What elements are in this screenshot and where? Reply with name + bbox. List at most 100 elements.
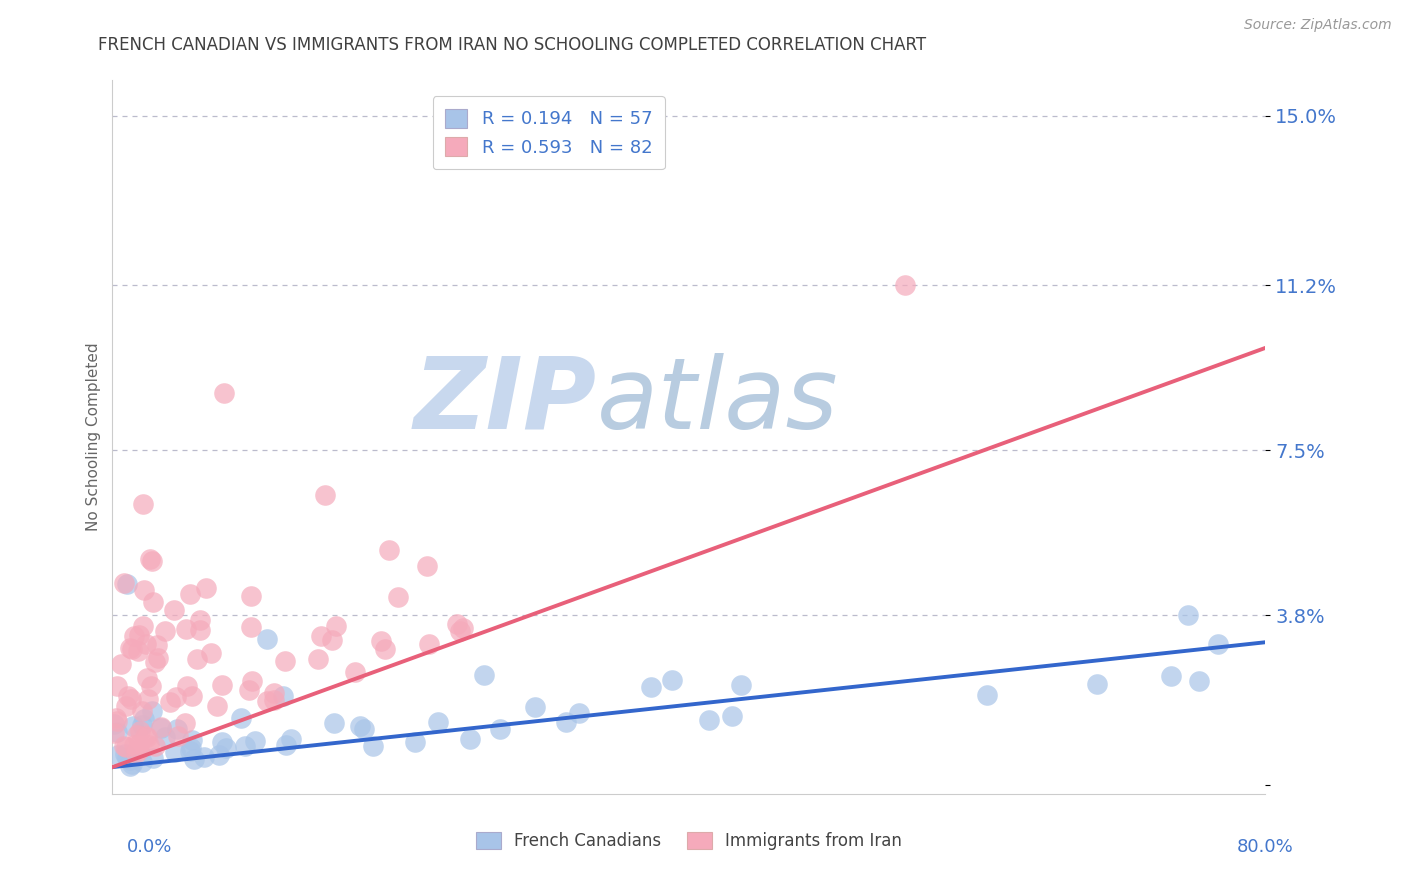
Point [179, 587, 201, 601]
Point [276, 738, 298, 752]
Point [309, 629, 332, 643]
Point [211, 734, 233, 748]
Point [239, 589, 262, 603]
Point [361, 739, 384, 753]
Point [141, 679, 163, 693]
Point [131, 718, 153, 732]
Point [1085, 677, 1108, 691]
Point [138, 739, 160, 753]
Point [121, 756, 143, 771]
Point [451, 621, 474, 635]
Point [215, 740, 238, 755]
Point [235, 739, 257, 753]
Point [697, 713, 720, 727]
Point [374, 642, 396, 657]
Text: 0.0%: 0.0% [127, 838, 172, 856]
Point [211, 677, 233, 691]
Point [118, 758, 141, 772]
Point [115, 577, 138, 591]
Legend: French Canadians, Immigrants from Iran: French Canadians, Immigrants from Iran [470, 825, 908, 857]
Point [1177, 608, 1199, 623]
Point [208, 747, 231, 762]
Point [159, 695, 181, 709]
Point [180, 740, 202, 755]
Point [148, 651, 170, 665]
Point [165, 690, 187, 705]
Point [370, 633, 392, 648]
Point [200, 646, 222, 660]
Point [274, 654, 297, 668]
Point [195, 582, 218, 596]
Point [105, 714, 128, 729]
Point [894, 278, 917, 293]
Point [134, 729, 156, 743]
Point [103, 716, 125, 731]
Point [229, 711, 252, 725]
Point [105, 711, 128, 725]
Point [132, 497, 155, 511]
Point [150, 721, 173, 735]
Point [555, 714, 578, 729]
Point [458, 731, 481, 746]
Point [112, 739, 135, 753]
Point [179, 743, 201, 757]
Point [115, 739, 138, 754]
Y-axis label: No Schooling Completed: No Schooling Completed [86, 343, 101, 532]
Point [418, 636, 440, 650]
Point [128, 743, 150, 757]
Point [183, 752, 205, 766]
Point [730, 678, 752, 692]
Point [640, 680, 662, 694]
Point [322, 715, 344, 730]
Point [240, 673, 263, 688]
Point [115, 750, 138, 764]
Point [128, 628, 150, 642]
Text: FRENCH CANADIAN VS IMMIGRANTS FROM IRAN NO SCHOOLING COMPLETED CORRELATION CHART: FRENCH CANADIAN VS IMMIGRANTS FROM IRAN … [98, 36, 927, 54]
Point [136, 691, 159, 706]
Point [263, 686, 285, 700]
Point [112, 576, 135, 591]
Text: Source: ZipAtlas.com: Source: ZipAtlas.com [1244, 18, 1392, 32]
Point [155, 624, 177, 638]
Point [132, 713, 155, 727]
Point [103, 725, 125, 739]
Point [378, 542, 401, 557]
Point [661, 673, 683, 687]
Text: atlas: atlas [596, 353, 838, 450]
Point [446, 616, 468, 631]
Text: 80.0%: 80.0% [1237, 838, 1294, 856]
Point [163, 602, 186, 616]
Point [122, 738, 145, 752]
Point [146, 638, 169, 652]
Point [150, 722, 173, 736]
Point [120, 641, 142, 656]
Point [207, 699, 229, 714]
Point [387, 590, 409, 604]
Point [488, 723, 510, 737]
Point [188, 613, 211, 627]
Point [129, 723, 152, 738]
Point [174, 622, 197, 636]
Point [114, 747, 136, 762]
Point [132, 619, 155, 633]
Point [122, 719, 145, 733]
Point [121, 641, 143, 656]
Point [523, 700, 546, 714]
Point [136, 671, 159, 685]
Point [263, 693, 285, 707]
Point [167, 729, 190, 743]
Point [568, 706, 591, 720]
Point [107, 747, 129, 762]
Point [186, 652, 208, 666]
Point [135, 637, 157, 651]
Point [1160, 669, 1182, 683]
Point [131, 704, 153, 718]
Point [193, 750, 215, 764]
Point [105, 679, 128, 693]
Point [212, 386, 235, 401]
Point [449, 624, 471, 639]
Point [128, 737, 150, 751]
Point [122, 629, 145, 643]
Point [416, 559, 439, 574]
Point [174, 716, 197, 731]
